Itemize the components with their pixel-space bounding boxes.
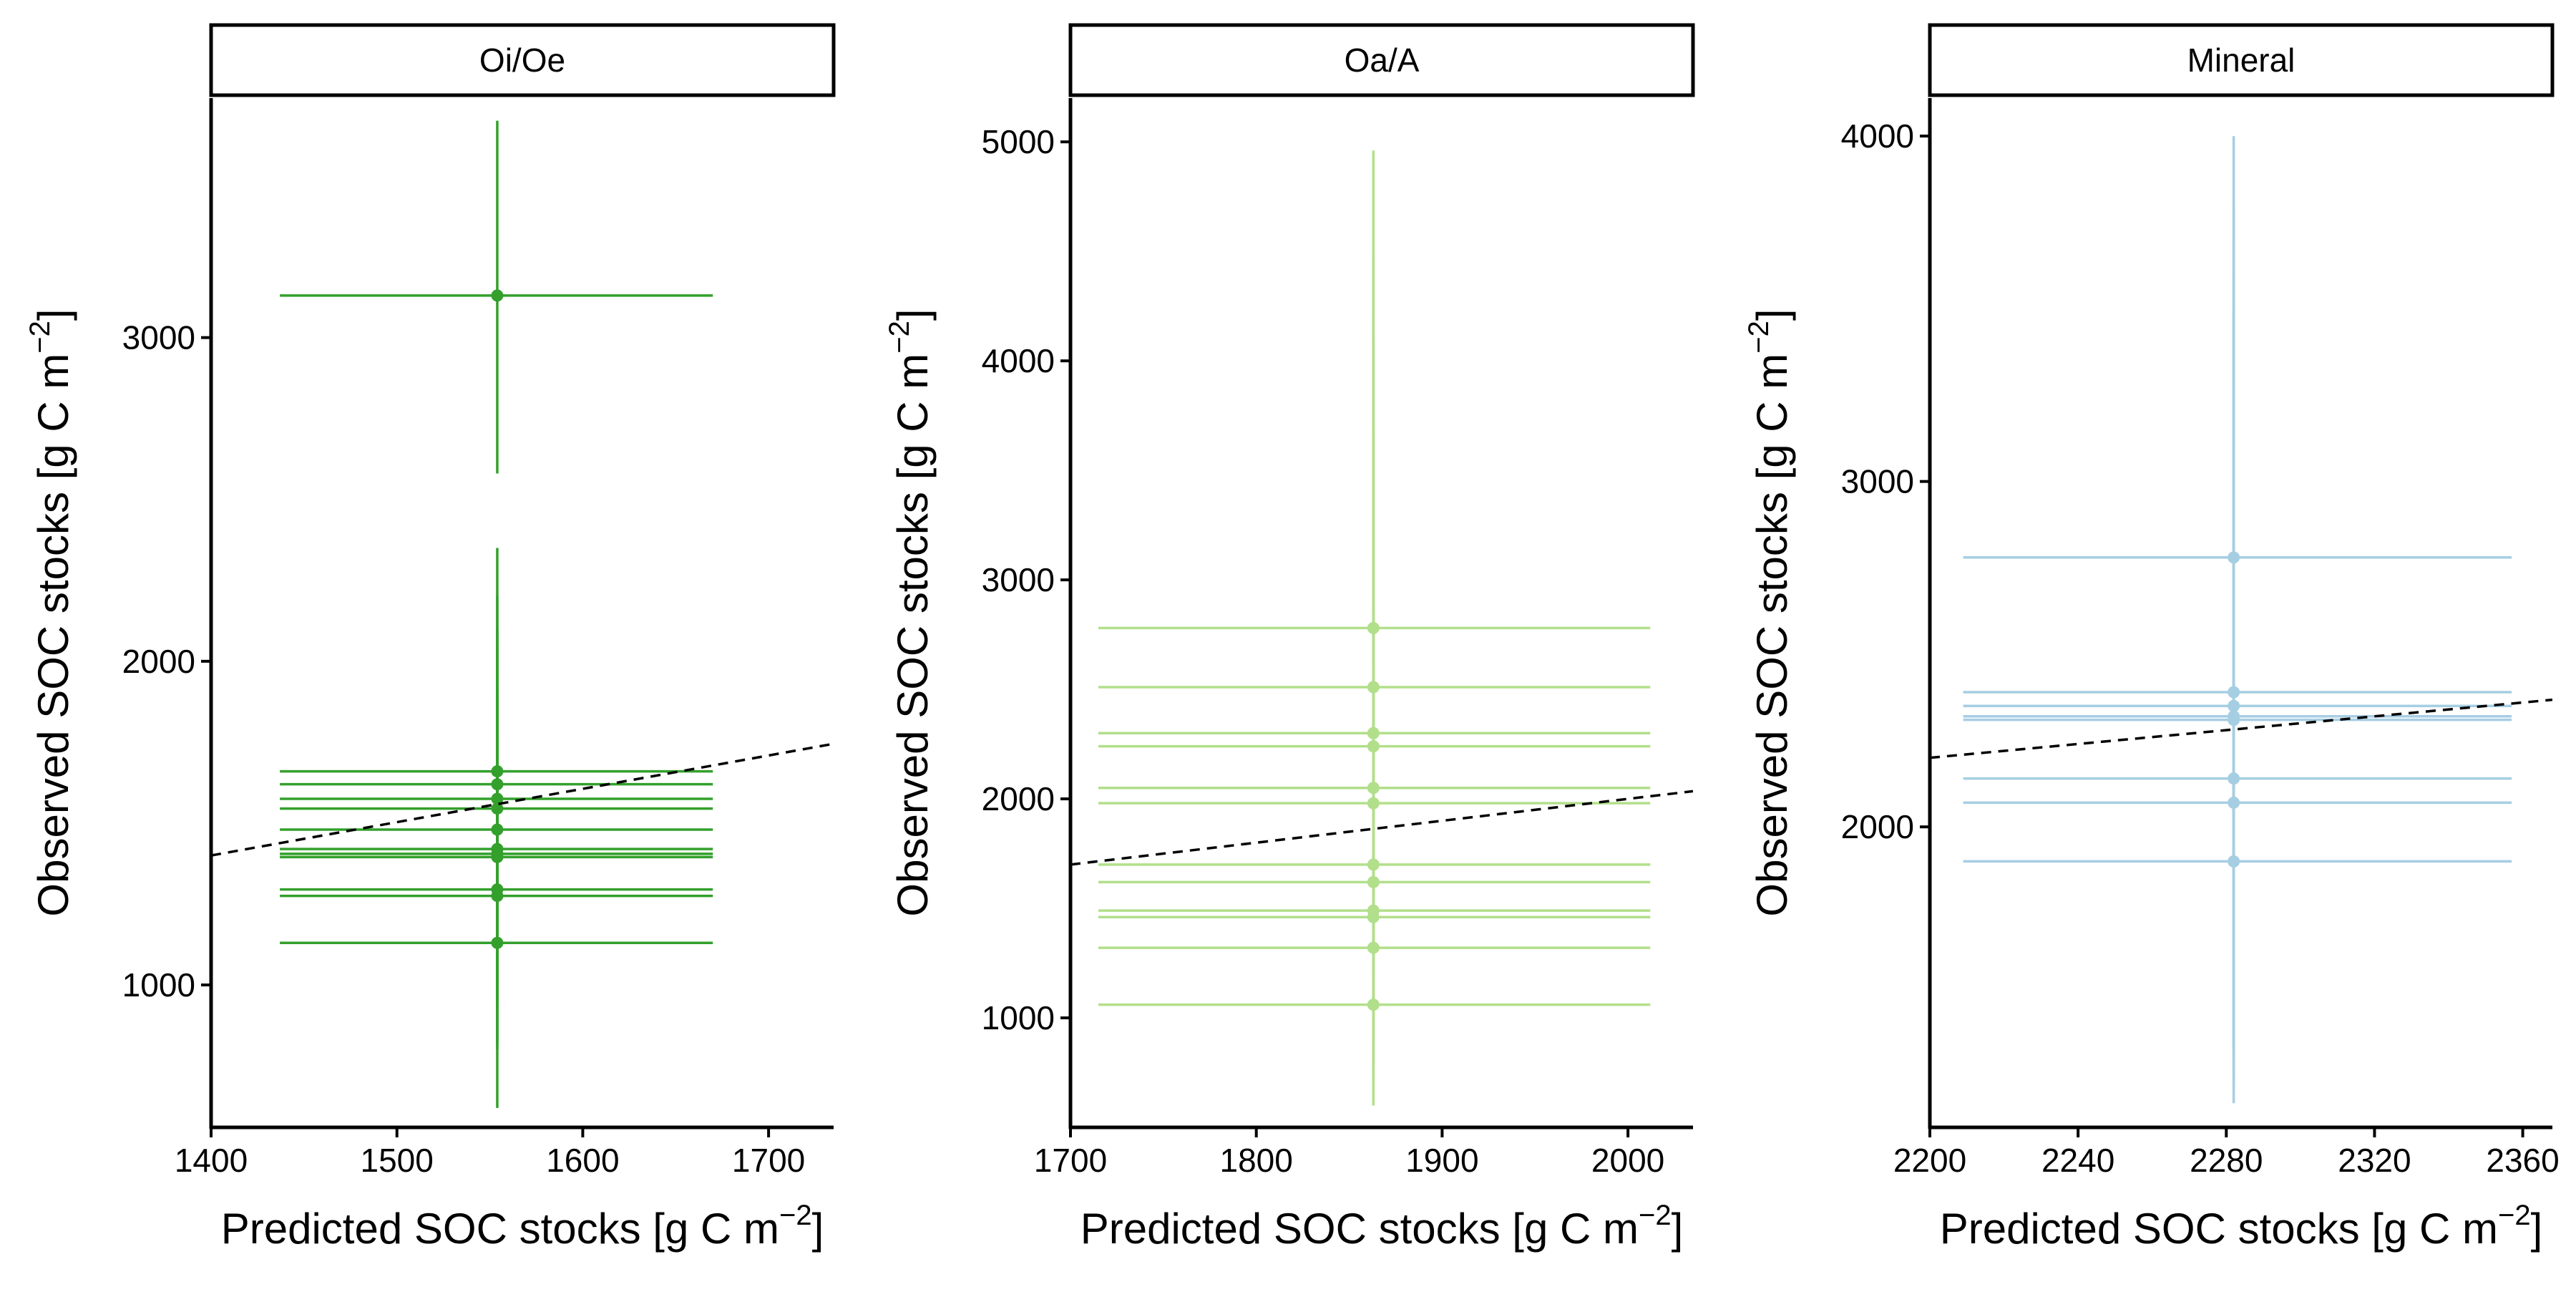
x-tick-label: 1500 <box>361 1142 434 1179</box>
facet-strip <box>1928 23 2555 97</box>
y-axis-title-exponent: −2 <box>1743 321 1775 354</box>
x-tick-label: 2280 <box>2190 1142 2263 1179</box>
y-tick-label: 2000 <box>982 780 1055 817</box>
data-point <box>2228 855 2240 868</box>
panel-2: Oa/A 1700 1800 1900 2000 1000 2000 3000 4000 5000… <box>884 23 1695 1253</box>
x-axis-title-text: Predicted SOC stocks [g C m <box>1940 1205 2498 1253</box>
x-tick-label: 2000 <box>1591 1142 1664 1179</box>
y-tick-label: 1000 <box>122 966 195 1004</box>
data-point <box>1367 858 1380 871</box>
data-point <box>2228 772 2240 785</box>
x-axis-title: Predicted SOC stocks [g C m−2] <box>221 1200 824 1253</box>
panel-data <box>1930 136 2552 1104</box>
data-point <box>1367 621 1380 634</box>
data-point <box>491 850 504 863</box>
x-tick-label: 1700 <box>1034 1142 1107 1179</box>
y-axis-title: Observed SOC stocks [g C m−2] <box>884 309 937 916</box>
x-tick-label: 1600 <box>546 1142 619 1179</box>
y-tick-label: 3000 <box>122 319 195 356</box>
y-tick-label: 3000 <box>982 561 1055 598</box>
facet-strip <box>209 23 836 97</box>
x-tick-label: 1700 <box>732 1142 805 1179</box>
data-point <box>2228 551 2240 564</box>
y-axis-title: Observed SOC stocks [g C m−2] <box>1743 309 1796 916</box>
x-axis-title: Predicted SOC stocks [g C m−2] <box>1940 1200 2543 1253</box>
data-point <box>2228 699 2240 712</box>
data-point <box>1367 910 1380 923</box>
panel-1: Oi/Oe 1400 1500 1600 1700 1000 2000 3000 Predict… <box>24 23 836 1253</box>
x-tick-label: 2240 <box>2041 1142 2114 1179</box>
y-axis-title-bracket: ] <box>1748 309 1796 321</box>
x-tick-label: 2200 <box>1893 1142 1966 1179</box>
data-point <box>2228 686 2240 699</box>
data-point <box>491 778 504 791</box>
x-tick-label: 2360 <box>2486 1142 2559 1179</box>
y-axis-title-exponent: −2 <box>884 321 915 354</box>
x-axis-title-exponent: −2 <box>1639 1200 1672 1231</box>
data-point <box>1367 740 1380 753</box>
data-point <box>491 765 504 778</box>
x-tick-label: 1900 <box>1405 1142 1478 1179</box>
data-point <box>1367 727 1380 739</box>
y-axis-title-text: Observed SOC stocks [g C m <box>889 354 937 917</box>
fit-line <box>1930 698 2552 759</box>
y-tick-label: 1000 <box>982 999 1055 1036</box>
y-axis-title-bracket: ] <box>889 309 937 321</box>
x-axis-title: Predicted SOC stocks [g C m−2] <box>1080 1200 1684 1253</box>
x-tick-label: 1400 <box>175 1142 248 1179</box>
x-axis-title-bracket: ] <box>2531 1205 2543 1253</box>
panel-data <box>1070 150 1693 1106</box>
x-axis-title-bracket: ] <box>1672 1205 1684 1253</box>
data-point <box>491 792 504 805</box>
x-axis-title-exponent: −2 <box>779 1200 812 1231</box>
y-axis-title: Observed SOC stocks [g C m−2] <box>24 309 77 916</box>
x-axis-title-text: Predicted SOC stocks [g C m <box>221 1205 779 1253</box>
y-tick-label: 2000 <box>1841 808 1914 845</box>
x-axis-title-exponent: −2 <box>2498 1200 2531 1231</box>
data-point <box>1367 875 1380 888</box>
data-point <box>1367 782 1380 795</box>
y-tick-label: 4000 <box>982 342 1055 379</box>
y-axis-title-text: Observed SOC stocks [g C m <box>1748 354 1796 917</box>
facet-strip-label: Mineral <box>2187 42 2296 79</box>
data-point <box>2228 796 2240 809</box>
data-point <box>491 936 504 949</box>
data-point <box>1367 941 1380 954</box>
fit-line <box>1070 790 1693 866</box>
x-axis-title-text: Predicted SOC stocks [g C m <box>1080 1205 1639 1253</box>
y-tick-label: 3000 <box>1841 463 1914 500</box>
data-point <box>491 802 504 815</box>
panel-3: Mineral 2200 2240 2280 2320 2360 2000 3000 4000 P… <box>1743 23 2560 1253</box>
facet-strip-label: Oa/A <box>1345 42 1420 79</box>
data-point <box>491 823 504 836</box>
y-tick-label: 2000 <box>122 643 195 680</box>
y-axis-title-exponent: −2 <box>24 321 56 354</box>
y-axis-title-bracket: ] <box>29 309 77 321</box>
facet-strip-label: Oi/Oe <box>479 42 565 79</box>
data-point <box>491 890 504 903</box>
x-tick-label: 2320 <box>2338 1142 2411 1179</box>
data-point <box>491 289 504 302</box>
y-tick-label: 4000 <box>1841 117 1914 155</box>
y-tick-label: 5000 <box>982 123 1055 160</box>
data-point <box>1367 681 1380 694</box>
x-tick-label: 1800 <box>1220 1142 1293 1179</box>
x-axis-title-bracket: ] <box>812 1205 824 1253</box>
fit-line <box>211 742 834 857</box>
data-point <box>1367 797 1380 810</box>
y-axis-title-text: Observed SOC stocks [g C m <box>29 354 77 917</box>
data-point <box>2228 714 2240 727</box>
data-point <box>1367 999 1380 1011</box>
panel-data <box>211 120 834 1108</box>
facet-strip <box>1068 23 1695 97</box>
